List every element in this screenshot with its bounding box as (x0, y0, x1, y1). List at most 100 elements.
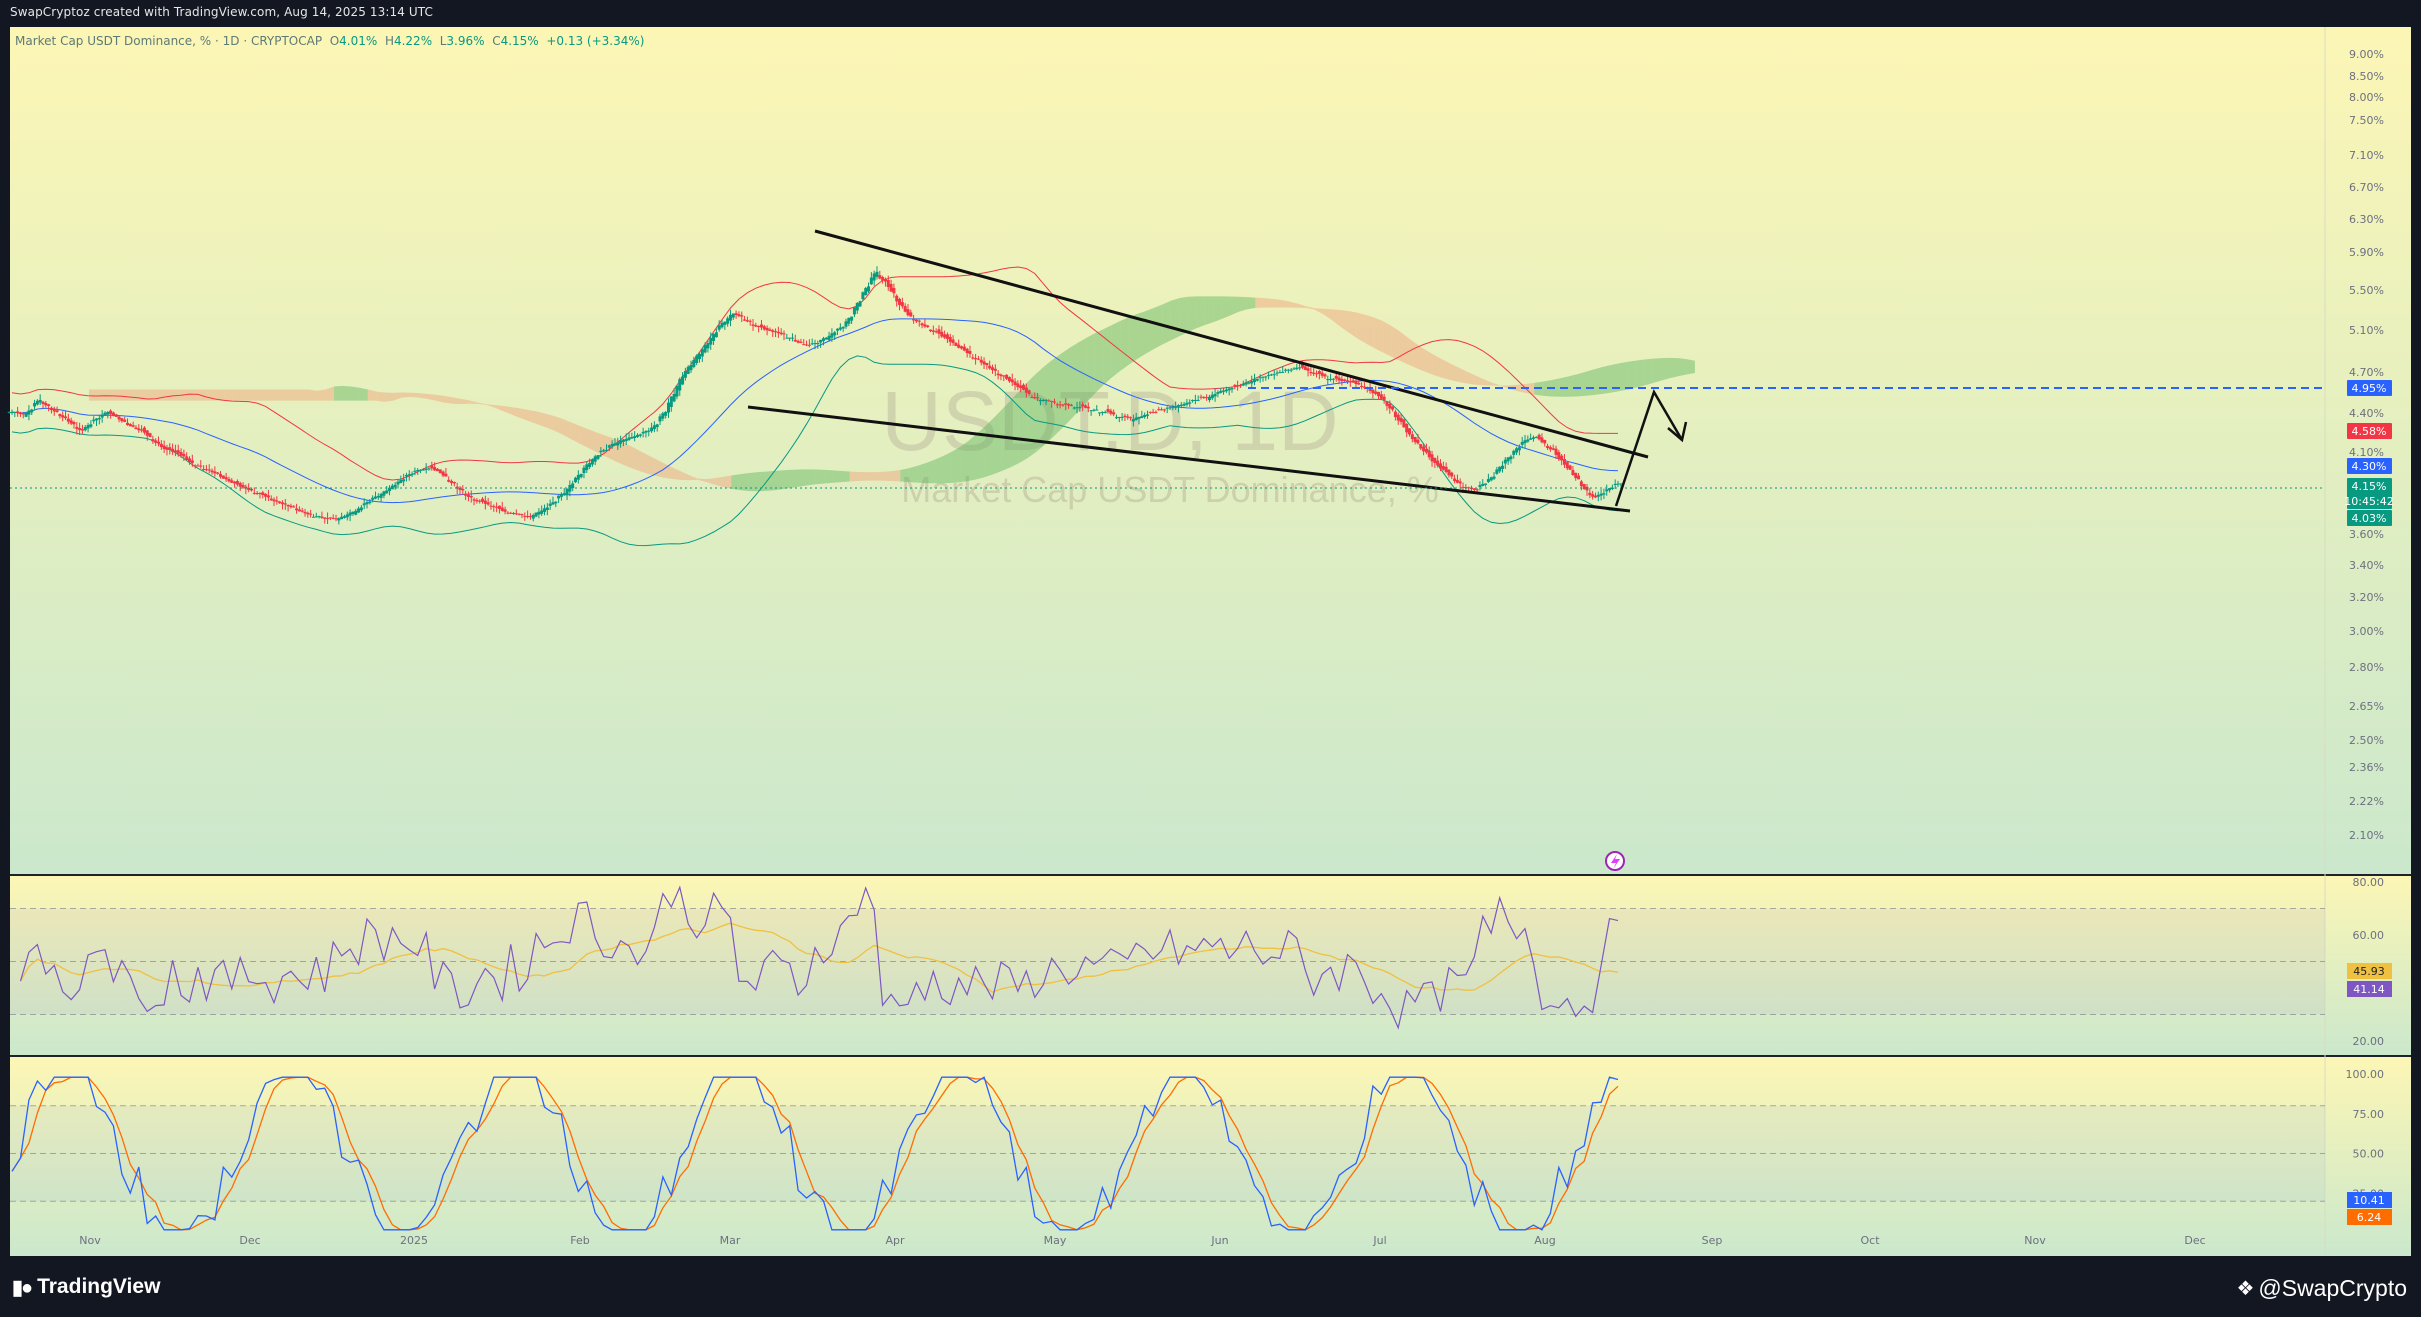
candle-body (1286, 369, 1290, 371)
candle-body (579, 473, 583, 478)
candle-body (1145, 414, 1149, 416)
candle-body (869, 277, 873, 285)
cloud-segment (731, 474, 740, 491)
cloud-segment (164, 389, 174, 401)
candle-body (241, 484, 245, 488)
candle-body (235, 481, 239, 485)
candle-body (1593, 495, 1597, 498)
candle-body (95, 418, 99, 421)
cloud-segment (1001, 400, 1011, 472)
candle-body (774, 331, 778, 333)
candle-body (720, 322, 724, 328)
candle-body (311, 516, 315, 518)
candle-body (238, 482, 242, 487)
candle-body (697, 353, 701, 360)
cloud-segment (798, 469, 808, 487)
open-value: 4.01% (339, 34, 378, 48)
candle-body (1238, 385, 1242, 387)
candle-body (18, 412, 22, 415)
price-pane[interactable] (10, 27, 2411, 874)
candle-body (1619, 483, 1623, 485)
candle-body (974, 358, 978, 360)
candle-body (1058, 404, 1062, 406)
cloud-segment (266, 389, 275, 401)
candle-body (1086, 406, 1090, 409)
price-axis[interactable]: 9.00% 8.50% 8.00% 7.50% 7.10% 6.70% 6.30% 5.90%… (2349, 48, 2384, 842)
candle-body (283, 503, 287, 505)
cloud-segment (1644, 358, 1653, 386)
candle-body (1292, 368, 1296, 370)
candle-body (424, 468, 428, 470)
candle-body (1250, 380, 1254, 384)
candle-body (943, 334, 947, 338)
stoch-tick-label: 100.00 (2346, 1068, 2385, 1081)
candle-body (892, 287, 896, 294)
cloud-segment (503, 405, 512, 415)
candle-body (1529, 438, 1533, 440)
candle-body (1438, 463, 1442, 469)
cloud-segment (1052, 353, 1061, 438)
cloud-segment (807, 469, 816, 486)
cloud-segment (274, 389, 284, 401)
author-handle[interactable]: ❖ @SwapCrypto (2236, 1274, 2407, 1302)
candle-body (1134, 417, 1138, 421)
cloud-segment (393, 392, 402, 401)
wedge-lower-trendline[interactable] (747, 405, 1631, 513)
candle-body (1016, 383, 1020, 388)
cloud-segment (232, 389, 242, 401)
stoch-pane[interactable] (10, 1057, 2411, 1256)
rsi-pane[interactable] (10, 876, 2411, 1055)
candle-body (258, 493, 262, 495)
projection-arrow-head (1667, 421, 1688, 443)
cloud-segment (1289, 301, 1298, 308)
candle-body (931, 330, 935, 332)
candle-body (689, 365, 693, 371)
candle-body (545, 507, 549, 511)
candle-body (1385, 401, 1389, 406)
symbol-legend[interactable]: Market Cap USDT Dominance, % · 1D · CRYP… (15, 34, 644, 48)
alert-bolt-icon[interactable] (1605, 851, 1625, 871)
symbol-name[interactable]: Market Cap USDT Dominance, % · 1D · CRYP… (15, 34, 323, 48)
cloud-segment (1145, 307, 1154, 354)
tradingview-logo[interactable]: ▮● TradingView (12, 1273, 160, 1301)
candle-body (1531, 437, 1535, 439)
price-label-text: 4.03% (2352, 512, 2387, 525)
wedge-upper-trendline[interactable] (814, 229, 1649, 459)
candle-body (588, 463, 592, 468)
price-tick-label: 6.70% (2349, 181, 2384, 194)
candle-body (1213, 393, 1217, 397)
candle-body (162, 445, 166, 450)
candle-body (151, 439, 155, 442)
rsi-line (19, 885, 1619, 1030)
candle-body (1309, 371, 1313, 374)
price-tick-label: 4.40% (2349, 407, 2384, 420)
candle-body (272, 499, 276, 502)
cloud-segment (875, 471, 884, 481)
stoch-value-badge (2347, 1209, 2392, 1225)
projection-arrow-path[interactable] (1614, 388, 1684, 507)
candle-body (159, 443, 163, 448)
candle-body (909, 312, 913, 317)
candle-body (109, 410, 113, 414)
candle-body (21, 413, 25, 415)
price-tick-label: 3.20% (2349, 591, 2384, 604)
candle-body (903, 306, 907, 312)
candle-body (154, 440, 158, 443)
stoch-value-badge (2347, 1192, 2392, 1208)
candle-body (875, 271, 879, 277)
candle-body (1300, 364, 1304, 368)
candle-body (306, 512, 310, 515)
candle-body (1343, 379, 1347, 381)
candle-body (1244, 382, 1248, 385)
time-tick-label: Mar (720, 1234, 741, 1247)
candle-body (1298, 367, 1302, 369)
time-axis[interactable]: Nov Dec 2025 Feb Mar Apr May Jun Jul Aug Sep Oct Nov… (79, 1234, 2205, 1247)
candle-body (776, 331, 780, 334)
cloud-segment (1306, 306, 1315, 310)
candle-body (1596, 494, 1600, 497)
candle-body (1526, 439, 1530, 442)
candle-body (914, 319, 918, 322)
candle-body (537, 511, 541, 515)
candle-body (1503, 459, 1507, 464)
close-value: 4.15% (500, 34, 539, 48)
